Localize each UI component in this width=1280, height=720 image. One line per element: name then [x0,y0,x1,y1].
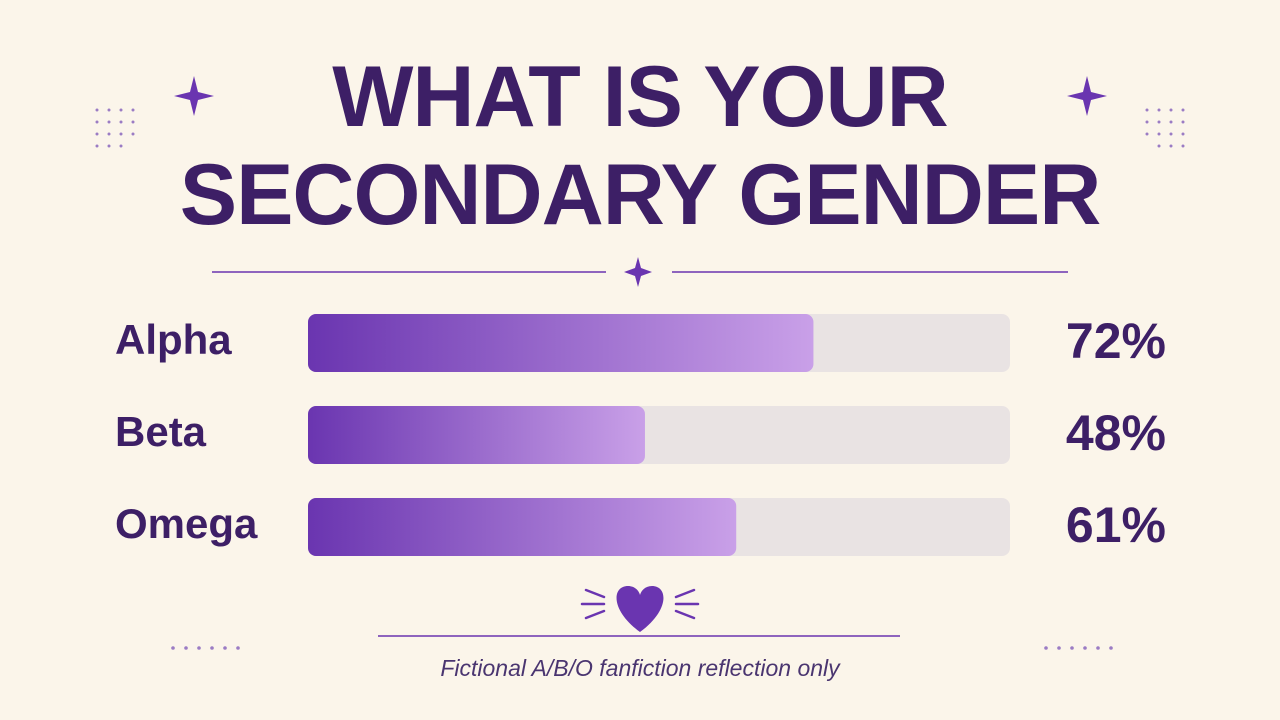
chart-title: WHAT IS YOUR SECONDARY GENDER [179,49,1102,243]
value-label: 61% [1066,497,1166,553]
footnote: Fictional A/B/O fanfiction reflection on… [440,655,841,681]
category-label: Alpha [115,316,232,363]
bar [308,406,645,464]
value-label: 48% [1066,405,1166,461]
bar [308,314,814,372]
category-label: Omega [115,500,258,547]
category-label: Beta [115,408,207,455]
bar [308,498,737,556]
decoration [95,76,1185,650]
value-label: 72% [1066,313,1166,369]
